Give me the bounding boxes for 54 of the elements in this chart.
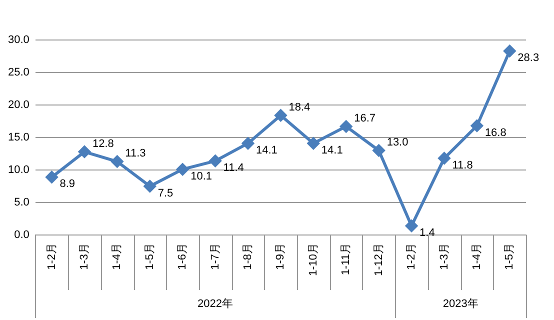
x-tick-label: 1-11月 bbox=[340, 242, 352, 276]
data-label: 13.0 bbox=[386, 136, 408, 149]
text: 2022年 bbox=[198, 298, 234, 310]
data-label: 11.3 bbox=[125, 148, 146, 160]
point bbox=[470, 120, 483, 132]
point bbox=[242, 137, 254, 150]
y-tick-label: 10.0 bbox=[8, 164, 30, 176]
x-tick-label: 1-6月 bbox=[176, 242, 189, 270]
point bbox=[438, 152, 450, 164]
text: 2023年 bbox=[442, 298, 478, 310]
x-tick-label: 1-10月 bbox=[307, 242, 320, 276]
point bbox=[176, 163, 189, 176]
point bbox=[372, 144, 385, 156]
x-tick-label: 1-4月 bbox=[470, 242, 483, 270]
y-tick-label: 30.0 bbox=[8, 34, 30, 46]
point bbox=[111, 156, 124, 168]
x-tick-label: 1-9月 bbox=[274, 242, 287, 270]
point bbox=[340, 120, 352, 132]
point bbox=[46, 171, 58, 184]
data-label: 1.4 bbox=[420, 226, 435, 239]
data-label: 11.8 bbox=[452, 159, 473, 172]
x-tick-label: 1-3月 bbox=[438, 242, 450, 270]
y-tick-label: 20.0 bbox=[8, 99, 30, 112]
y-tick-label: 25.0 bbox=[8, 66, 30, 79]
x-tick-label: 1-5月 bbox=[504, 242, 516, 270]
point bbox=[274, 109, 287, 122]
point bbox=[209, 154, 222, 167]
x-tick-label: 1-4月 bbox=[111, 242, 124, 270]
data-label: 18.4 bbox=[288, 101, 310, 114]
data-label: 11.4 bbox=[223, 162, 244, 174]
x-tick-label: 1-12月 bbox=[372, 242, 385, 276]
data-label: 14.1 bbox=[321, 144, 343, 156]
y-tick-label: 15.0 bbox=[8, 132, 30, 144]
data-label: 7.5 bbox=[158, 187, 174, 200]
point bbox=[406, 220, 418, 232]
data-label: 28.3 bbox=[518, 52, 540, 64]
point bbox=[78, 146, 90, 158]
x-tick-label: 1-2月 bbox=[46, 242, 58, 270]
x-tick-label: 1-8月 bbox=[242, 242, 254, 270]
data-label: 8.9 bbox=[60, 178, 76, 190]
x-tick-label: 1-5月 bbox=[144, 242, 156, 270]
x-tick-label: 1-3月 bbox=[78, 242, 90, 270]
y-tick-label: 5.0 bbox=[14, 196, 30, 209]
x-tick-label: 1-2月 bbox=[406, 242, 418, 270]
data-label: 12.8 bbox=[92, 138, 114, 150]
point bbox=[144, 180, 156, 192]
point bbox=[504, 45, 516, 58]
point bbox=[307, 137, 320, 150]
x-tick-label: 1-7月 bbox=[209, 242, 222, 270]
data-label: 10.1 bbox=[190, 170, 212, 182]
data-label: 16.8 bbox=[484, 126, 506, 139]
y-tick-label: 0.0 bbox=[14, 229, 30, 242]
data-label: 14.1 bbox=[256, 144, 278, 156]
data-label: 16.7 bbox=[354, 112, 376, 124]
